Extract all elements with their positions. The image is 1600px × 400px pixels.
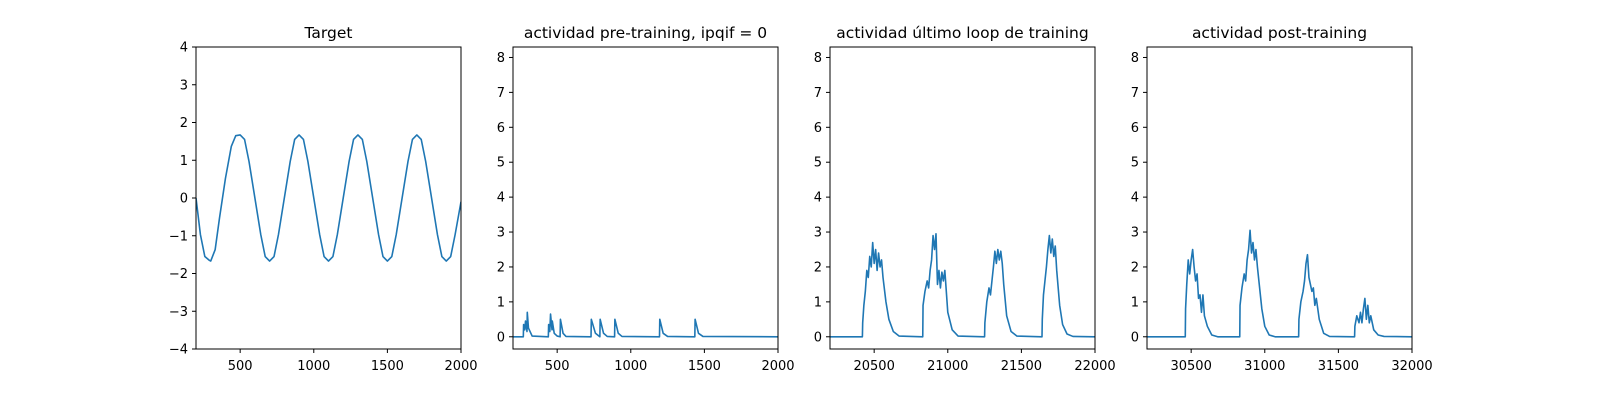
y-tick-label: 0 <box>1131 330 1139 345</box>
y-tick-label: 8 <box>497 51 505 66</box>
y-tick-label: 1 <box>180 154 188 169</box>
axes-frame <box>1146 46 1413 350</box>
y-tick-label: 2 <box>180 116 188 131</box>
y-tick-label: 4 <box>1131 191 1139 206</box>
x-tick-label: 1000 <box>614 359 647 374</box>
y-tick-label: 5 <box>1131 156 1139 171</box>
y-tick-label: 7 <box>814 86 822 101</box>
x-tick-label: 31500 <box>1318 359 1359 374</box>
y-tick-label: −1 <box>169 229 188 244</box>
y-tick-label: 6 <box>497 121 505 136</box>
x-tick-label: 500 <box>228 359 253 374</box>
chart-panel-4: 30500 31000 31500 32000 0 1 2 3 4 5 6 7 8 actividad p… <box>1131 24 1433 374</box>
y-tick-label: 4 <box>180 41 188 56</box>
chart-title: actividad último loop de training <box>836 24 1088 42</box>
x-tick-label: 2000 <box>761 359 794 374</box>
y-tick-label: 6 <box>814 121 822 136</box>
axes-frame <box>512 46 779 350</box>
chart-panel-3: 20500 21000 21500 22000 0 1 2 3 4 5 6 7 8 actividad ú… <box>814 24 1116 374</box>
y-tick-label: 2 <box>814 260 822 275</box>
y-tick-label: 0 <box>497 330 505 345</box>
y-tick-label: 2 <box>1131 260 1139 275</box>
y-tick-label: 6 <box>1131 121 1139 136</box>
y-tick-label: −3 <box>169 305 188 320</box>
y-tick-label: 1 <box>497 295 505 310</box>
series-line-2-1 <box>513 311 778 338</box>
x-tick-label: 31000 <box>1244 359 1285 374</box>
y-tick-label: 4 <box>814 191 822 206</box>
x-tick-label: 30500 <box>1170 359 1211 374</box>
y-tick-label: 3 <box>180 78 188 93</box>
y-tick-label: −4 <box>169 343 188 358</box>
series-line-4-1 <box>1147 229 1412 338</box>
x-tick-label: 22000 <box>1074 359 1115 374</box>
chart-panel-2: 500 1000 1500 2000 0 1 2 3 4 5 6 7 8 actividad pre-tr… <box>497 24 795 374</box>
x-tick-label: 1500 <box>688 359 721 374</box>
y-tick-label: 1 <box>814 295 822 310</box>
y-tick-label: 5 <box>814 156 822 171</box>
y-tick-label: 8 <box>1131 51 1139 66</box>
chart-title: actividad pre-training, ipqif = 0 <box>524 24 767 42</box>
y-tick-label: 0 <box>814 330 822 345</box>
y-tick-label: 3 <box>497 226 505 241</box>
y-tick-label: 3 <box>1131 226 1139 241</box>
y-tick-label: 7 <box>1131 86 1139 101</box>
x-tick-label: 20500 <box>853 359 894 374</box>
chart-panel-1: 500 1000 1500 2000 −4 −3 −2 −1 0 1 2 3 4 Target <box>169 24 478 374</box>
axes-frame <box>829 46 1096 350</box>
x-tick-label: 32000 <box>1391 359 1432 374</box>
x-tick-label: 2000 <box>444 359 477 374</box>
y-tick-label: 1 <box>1131 295 1139 310</box>
x-tick-label: 500 <box>545 359 570 374</box>
y-tick-label: 7 <box>497 86 505 101</box>
y-tick-label: 0 <box>180 192 188 207</box>
series-line-3-1 <box>830 232 1095 338</box>
y-tick-label: 2 <box>497 260 505 275</box>
x-tick-label: 21000 <box>927 359 968 374</box>
y-tick-label: −2 <box>169 267 188 282</box>
x-tick-label: 21500 <box>1001 359 1042 374</box>
y-tick-label: 8 <box>814 51 822 66</box>
chart-title: Target <box>304 24 353 42</box>
y-tick-label: 4 <box>497 191 505 206</box>
x-tick-label: 1500 <box>371 359 404 374</box>
y-tick-label: 3 <box>814 226 822 241</box>
y-tick-label: 5 <box>497 156 505 171</box>
chart-title: actividad post-training <box>1192 24 1367 42</box>
x-tick-label: 1000 <box>297 359 330 374</box>
series-line-1-1 <box>196 134 461 262</box>
axes-frame <box>195 46 462 350</box>
